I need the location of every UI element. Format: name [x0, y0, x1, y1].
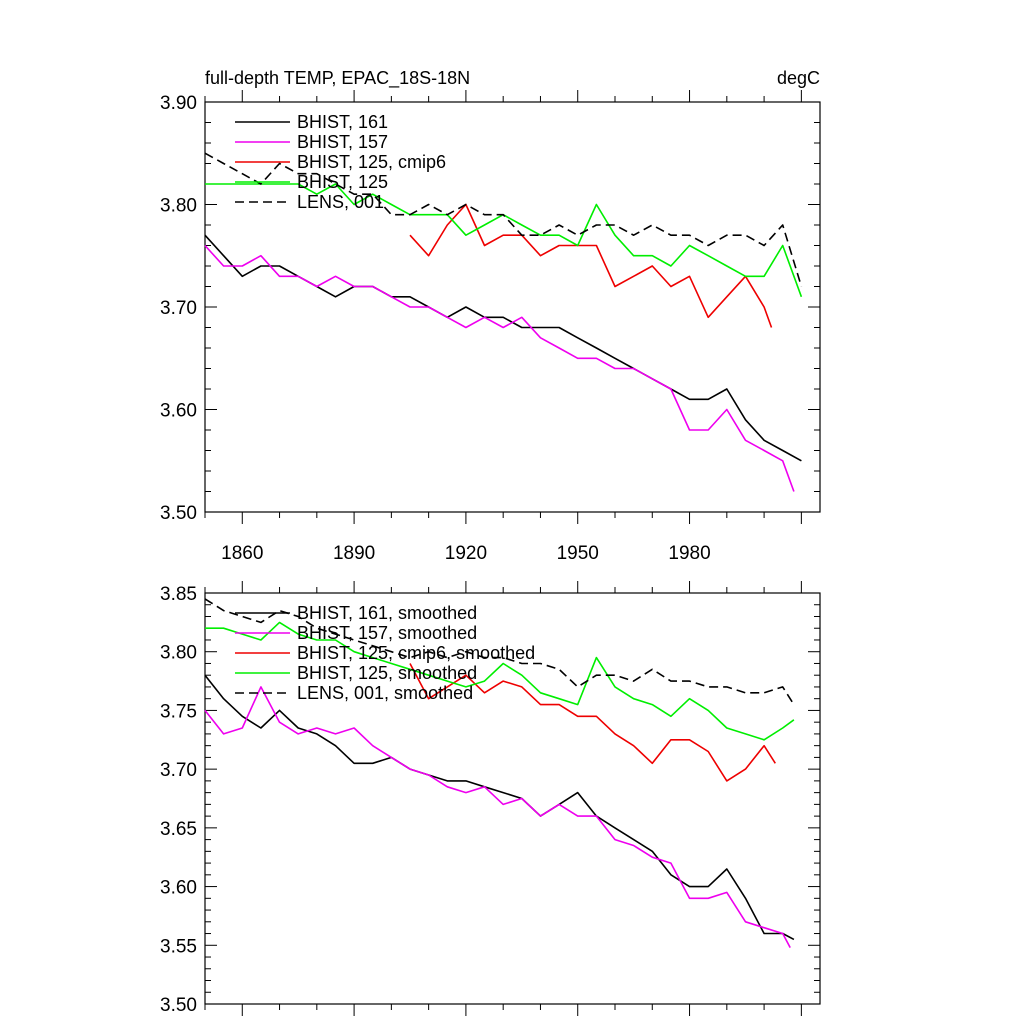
bottom-panel: 3.50 3.55 3.60 3.65 3.70 3.75 3.80 3.85 BHIST, … [160, 581, 821, 1016]
x-tick-label: 1920 [445, 543, 487, 564]
legend-label: BHIST, 125, cmip6 [297, 152, 446, 172]
series-line [204, 152, 803, 287]
y-tick-label: 3.65 [160, 819, 197, 840]
legend-label: BHIST, 125, smoothed [297, 663, 477, 683]
y-tick-label: 3.60 [160, 878, 197, 899]
series-line [204, 674, 795, 941]
y-tick-label: 3.60 [160, 401, 197, 422]
legend-label: LENS, 001, smoothed [297, 683, 473, 703]
y-tick-label: 3.80 [160, 643, 197, 664]
y-tick-label: 3.90 [160, 93, 197, 114]
y-tick-label: 3.70 [160, 760, 197, 781]
series-line [204, 244, 795, 492]
legend-label: BHIST, 157 [297, 132, 388, 152]
legend-label: BHIST, 125, cmip6, smoothed [297, 643, 535, 663]
y-tick-label: 3.50 [160, 503, 197, 524]
legend-label: BHIST, 157, smoothed [297, 623, 477, 643]
y-tick-label: 3.80 [160, 196, 197, 217]
y-tick-label: 3.70 [160, 298, 197, 319]
top-panel-units: degC [777, 68, 820, 88]
series-line [204, 686, 791, 948]
series-line [205, 183, 803, 298]
x-tick-label: 1860 [221, 543, 263, 564]
series-line [409, 203, 773, 328]
series-line [409, 663, 776, 782]
top-plot-ticks: 3.50 3.60 3.70 3.80 3.90 1860 1890 1920 1950 1980 [160, 90, 820, 564]
legend-label: BHIST, 161 [297, 112, 388, 132]
series-line [205, 621, 795, 741]
y-tick-label: 3.55 [160, 936, 197, 957]
x-tick-label: 1950 [557, 543, 599, 564]
y-tick-label: 3.85 [160, 584, 197, 605]
legend-label: BHIST, 161, smoothed [297, 603, 477, 623]
bottom-plot-ticks: 3.50 3.55 3.60 3.65 3.70 3.75 3.80 3.85 [160, 581, 820, 1016]
top-panel: full-depth TEMP, EPAC_18S-18N degC 3.503… [160, 68, 821, 564]
bottom-plot-series [204, 598, 795, 948]
legend-label: BHIST, 125 [297, 172, 388, 192]
legend-label: LENS, 001 [297, 192, 384, 212]
y-tick-label: 3.75 [160, 701, 197, 722]
x-tick-label: 1980 [668, 543, 710, 564]
series-line [204, 598, 795, 706]
top-panel-title: full-depth TEMP, EPAC_18S-18N [205, 68, 470, 89]
top-plot-series [204, 152, 803, 492]
bottom-plot-frame [204, 592, 821, 1005]
y-tick-label: 3.50 [160, 995, 197, 1016]
x-tick-label: 1890 [333, 543, 375, 564]
